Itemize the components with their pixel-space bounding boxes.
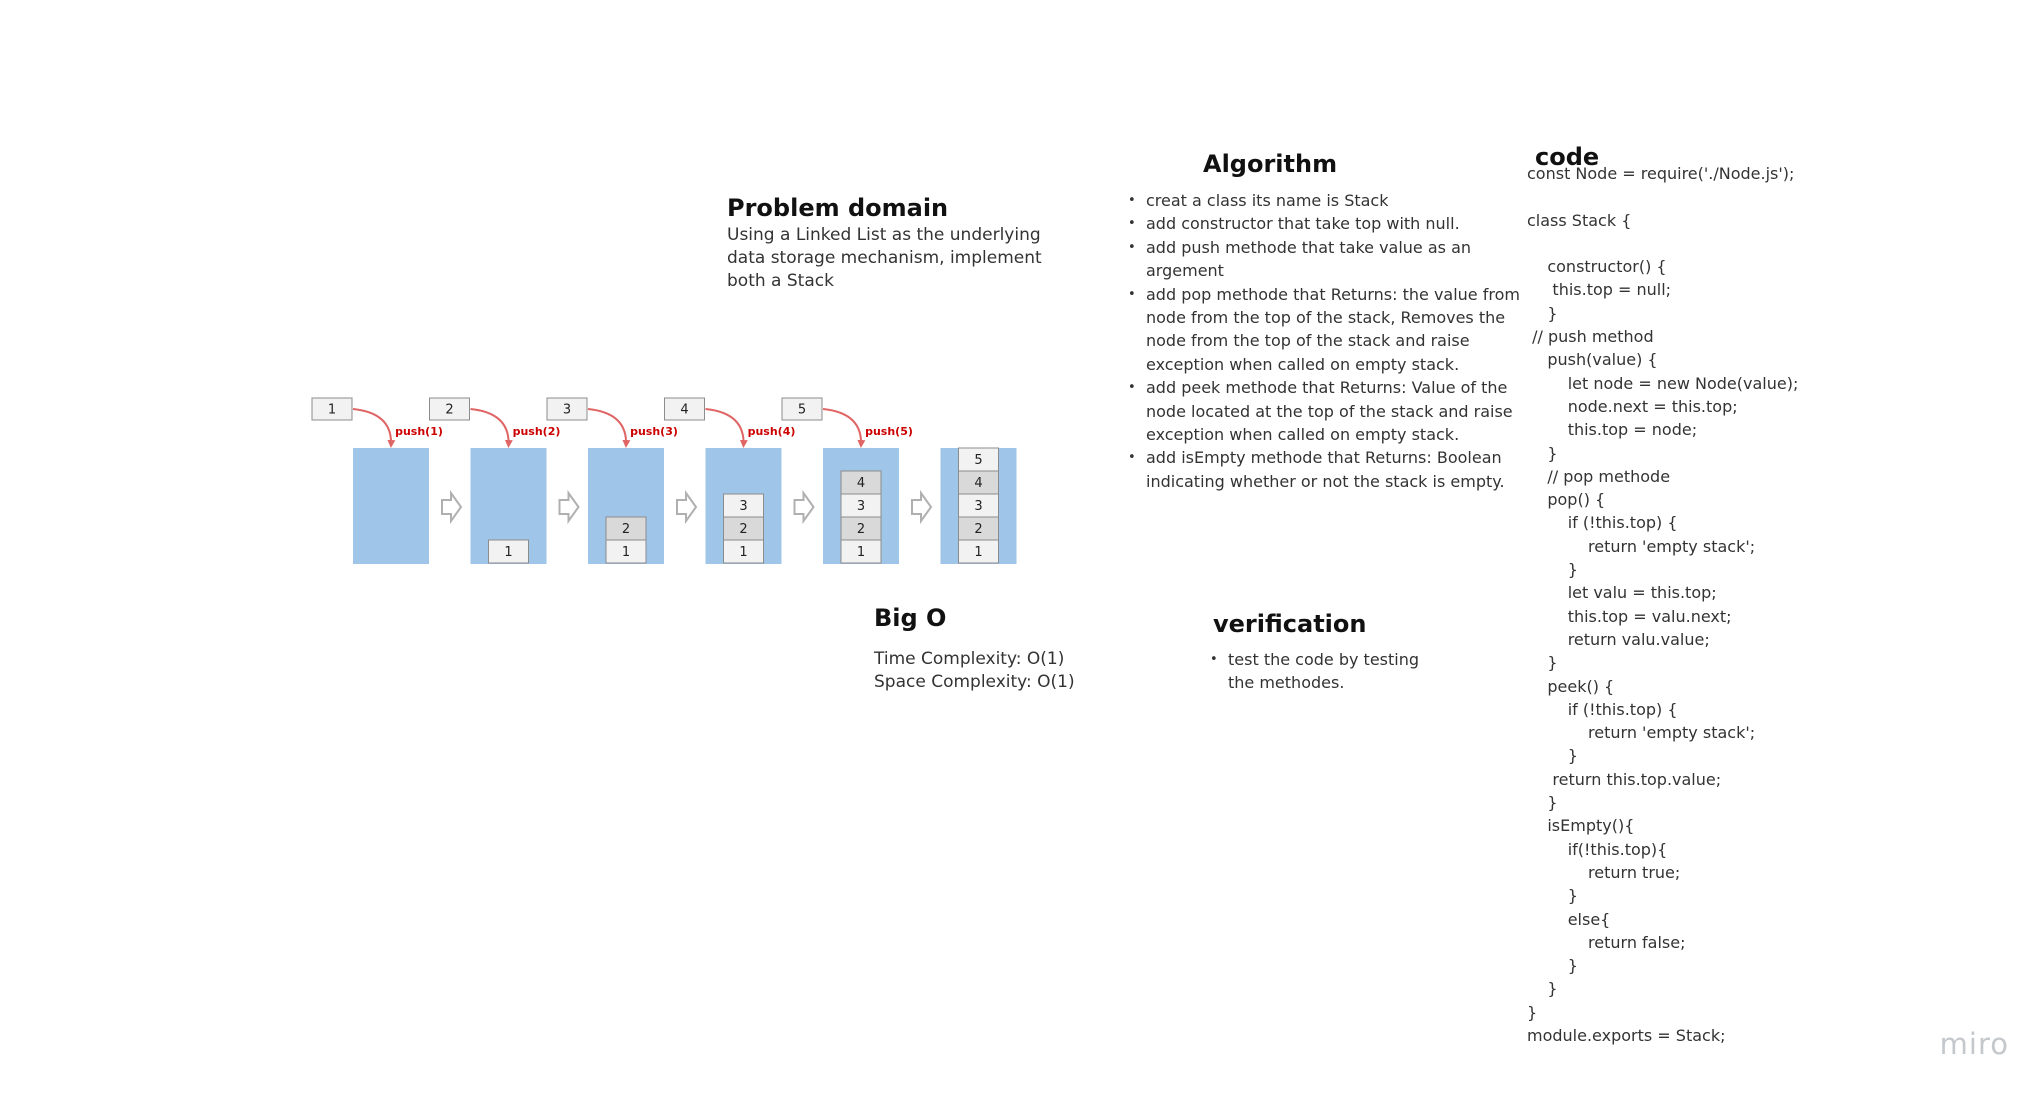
list-item-line: argement <box>1146 261 1224 281</box>
list-item-line: node located at the top of the stack and… <box>1146 401 1513 421</box>
stack-cell-label: 1 <box>857 545 865 560</box>
push-label: push(2) <box>513 425 561 438</box>
stack-cell-label: 3 <box>974 499 982 514</box>
algorithm-title: Algorithm <box>1203 150 1338 178</box>
push-value-label: 5 <box>798 403 806 418</box>
stack-cell-label: 5 <box>974 453 982 468</box>
problem-domain-line: Using a Linked List as the underlying <box>727 225 1041 245</box>
list-item-line: add pop methode that Returns: the value … <box>1146 284 1520 304</box>
stack-cell-label: 2 <box>739 522 747 537</box>
verification-title: verification <box>1213 610 1367 638</box>
push-label: push(1) <box>395 425 443 438</box>
algorithm-list: creat a class its name is Stack add const… <box>1122 189 1520 493</box>
stack-container <box>353 448 429 564</box>
list-item: add push methode that take value as an ar… <box>1128 236 1520 283</box>
stack-cell-label: 4 <box>974 476 982 491</box>
push-arrow <box>705 408 748 448</box>
push-value-label: 3 <box>563 403 571 418</box>
problem-domain-text: Using a Linked List as the underlying da… <box>727 224 1042 293</box>
list-item-line: add isEmpty methode that Returns: Boolea… <box>1146 448 1502 468</box>
list-item-line: exception when called on empty stack. <box>1146 354 1460 374</box>
problem-domain-line: both a Stack <box>727 271 834 291</box>
push-label: push(5) <box>865 425 913 438</box>
list-item-line: add constructor that take top with null. <box>1146 214 1460 234</box>
verification-list: test the code by testing the methodes. <box>1204 648 1419 695</box>
list-item-line: node from the top of the stack and raise <box>1146 331 1470 351</box>
list-item-line: exception when called on empty stack. <box>1146 425 1460 445</box>
flow-arrow <box>793 489 815 525</box>
stack-cell <box>605 516 647 541</box>
stack-cell-label: 3 <box>857 499 865 514</box>
push-arrow <box>352 408 396 448</box>
stack-cell-label: 4 <box>857 476 865 491</box>
list-item-line: node from the top of the stack, Removes … <box>1146 308 1506 328</box>
flow-arrow <box>441 489 463 525</box>
list-item-line: the methodes. <box>1228 673 1345 693</box>
push-value-label: 1 <box>328 403 336 418</box>
stack-cell <box>723 493 764 518</box>
list-item: add pop methode that Returns: the value … <box>1128 283 1520 377</box>
space-complexity: Space Complexity: O(1) <box>874 672 1075 692</box>
stack-cell-label: 2 <box>622 522 630 537</box>
miro-logo: miro <box>1939 1027 2009 1061</box>
stack-cell-label: 1 <box>974 545 982 560</box>
list-item: add isEmpty methode that Returns: Boolea… <box>1128 446 1520 493</box>
flow-arrow <box>676 489 698 525</box>
list-item: add peek methode that Returns: Value of … <box>1128 376 1520 446</box>
stack-cell-label: 2 <box>857 522 865 537</box>
flow-arrow <box>911 489 933 525</box>
push-value-label: 2 <box>445 403 453 418</box>
stack-cell-label: 1 <box>739 545 747 560</box>
problem-domain-line: data storage mechanism, implement <box>727 248 1042 268</box>
big-o-text: Time Complexity: O(1) Space Complexity: … <box>874 648 1075 694</box>
stack-cell-label: 3 <box>739 499 747 514</box>
problem-domain-title: Problem domain <box>727 194 949 222</box>
push-arrow <box>822 408 866 448</box>
big-o-title: Big O <box>874 604 947 632</box>
code-title: code <box>1535 143 1600 171</box>
push-arrow <box>470 408 513 448</box>
push-value-box <box>664 397 705 421</box>
list-item: creat a class its name is Stack <box>1128 189 1520 213</box>
push-label: push(3) <box>630 425 678 438</box>
list-item-line: add push methode that take value as an <box>1146 237 1472 257</box>
list-item-line: test the code by testing <box>1228 650 1420 669</box>
stack-cell <box>488 539 529 564</box>
list-item: add constructor that take top with null. <box>1128 212 1520 236</box>
time-complexity: Time Complexity: O(1) <box>874 649 1065 669</box>
push-label: push(4) <box>748 425 796 438</box>
stack-cell-label: 1 <box>504 545 512 560</box>
push-value-box <box>429 397 470 421</box>
push-value-box <box>546 397 588 421</box>
list-item-line: creat a class its name is Stack <box>1146 191 1389 210</box>
push-arrow <box>587 408 631 448</box>
list-item-line: add peek methode that Returns: Value of … <box>1146 378 1508 398</box>
flow-arrow <box>558 489 580 525</box>
list-item: test the code by testing the methodes. <box>1210 648 1420 695</box>
push-value-box <box>781 397 823 421</box>
code-block: const Node = require('./Node.js'); class… <box>1527 164 1799 1045</box>
stack-cell <box>840 470 882 495</box>
stack-cell-label: 2 <box>974 522 982 537</box>
stack-cell <box>958 447 999 472</box>
push-value-box <box>311 397 353 421</box>
stack-cell-label: 1 <box>622 545 630 560</box>
list-item-line: indicating whether or not the stack is e… <box>1146 471 1505 491</box>
push-value-label: 4 <box>680 403 688 418</box>
